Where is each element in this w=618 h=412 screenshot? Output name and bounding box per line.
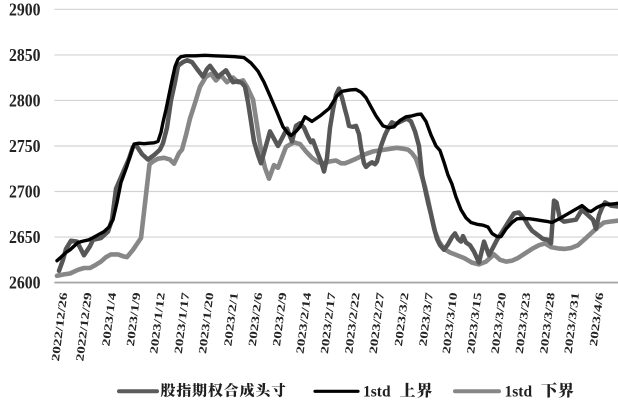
svg-text:2850: 2850 [9, 45, 41, 65]
svg-text:1std: 1std [363, 384, 391, 401]
svg-text:2900: 2900 [9, 0, 41, 19]
svg-text:2650: 2650 [9, 227, 41, 247]
svg-text:2750: 2750 [9, 136, 41, 156]
svg-text:2600: 2600 [9, 273, 41, 293]
svg-text:1std: 1std [505, 384, 533, 401]
svg-text:2800: 2800 [9, 90, 41, 110]
svg-text:2700: 2700 [9, 182, 41, 202]
